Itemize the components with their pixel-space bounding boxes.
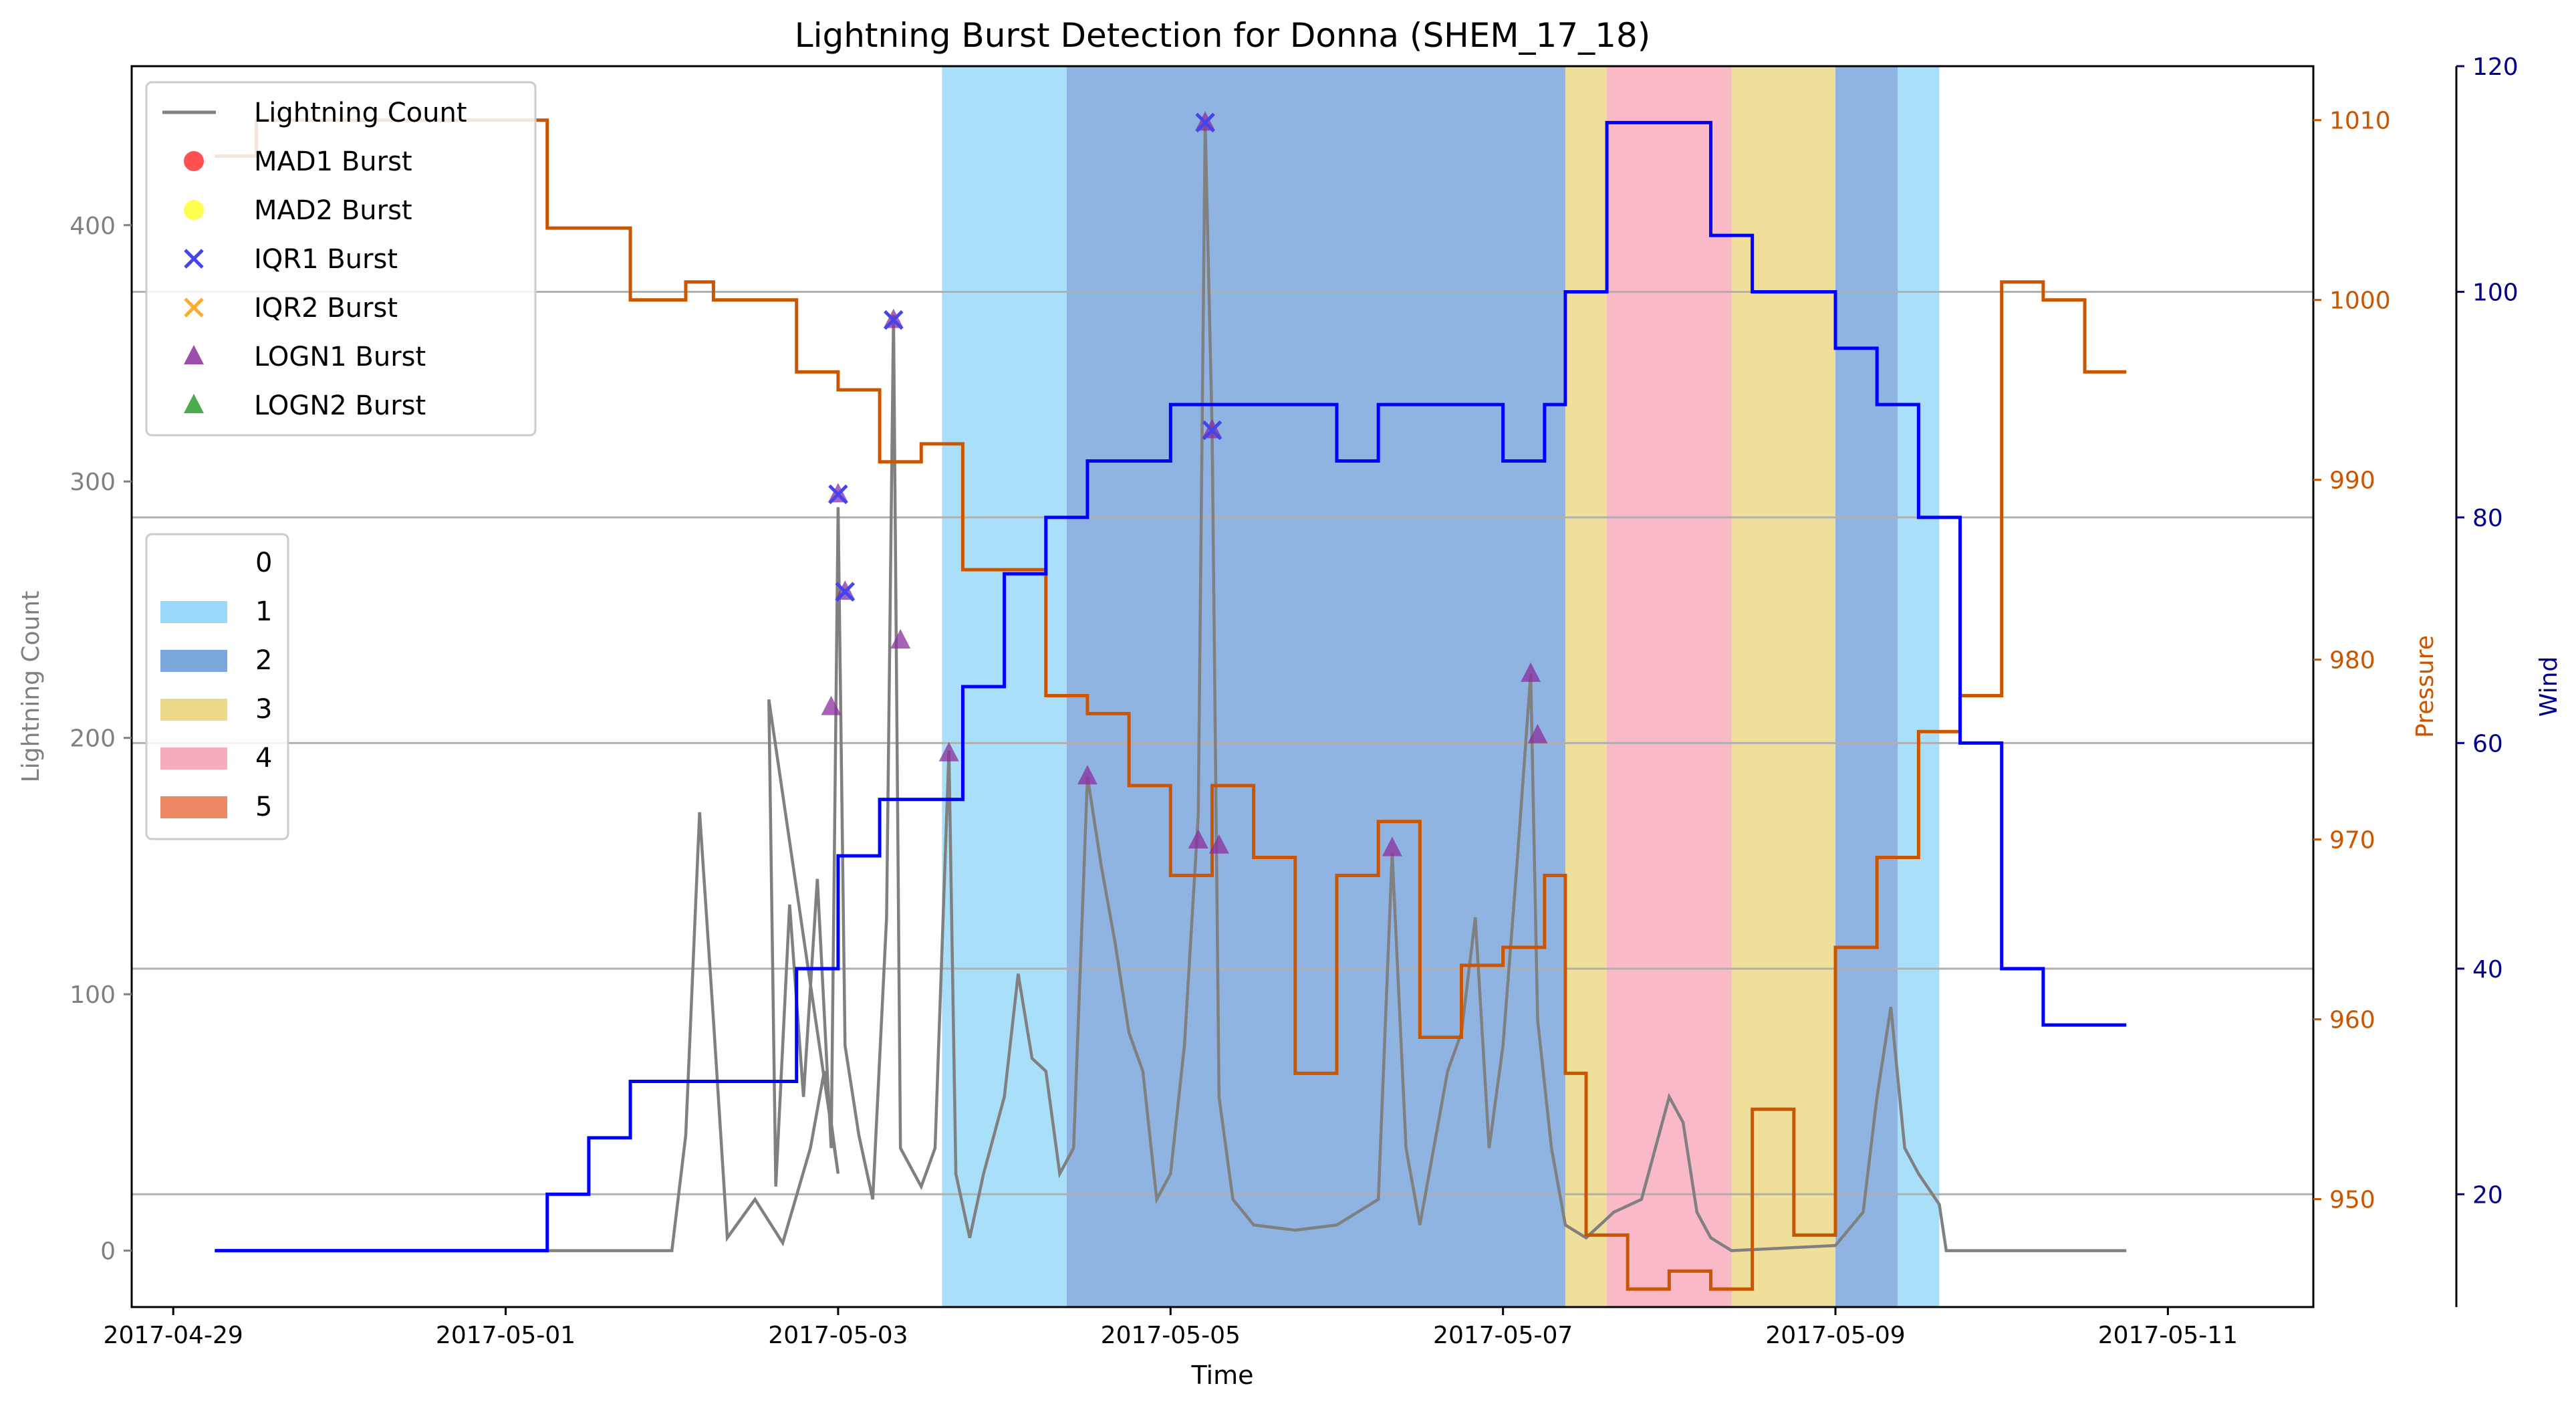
plot-frame <box>130 65 2315 1308</box>
y-wind-tick-label: 40 <box>2472 956 2503 983</box>
axes: 2017-04-29 2017-05-01 2017-05-03 2017-05-05… <box>70 53 2518 1349</box>
y-wind-tick-label: 100 <box>2472 279 2519 306</box>
logn1-burst-marker <box>938 741 959 761</box>
series-line-wind <box>215 120 2127 1253</box>
series-line-pressure <box>215 118 2127 1291</box>
legend-circle-swatch <box>184 200 204 220</box>
y-pressure-tick-label: 980 <box>2329 647 2375 675</box>
category-band-2 <box>1835 66 1898 1307</box>
y-wind-tick-label: 80 <box>2472 505 2503 532</box>
y-wind-tick-label: 60 <box>2472 730 2503 757</box>
legend-categories: 0 1 2 3 4 5 <box>145 533 289 840</box>
legend-category-label: 3 <box>255 694 272 725</box>
burst-markers <box>821 111 1548 856</box>
legend-bursts: Lightning Count MAD1 Burst MAD2 Burst IQR1 … <box>145 81 537 437</box>
iqr1-burst-marker <box>1195 112 1215 133</box>
logn1-burst-marker <box>1382 836 1402 856</box>
y-axis-pressure-label: Pressure <box>2412 635 2439 738</box>
legend-category-swatch <box>160 796 227 818</box>
legend-triangle-swatch <box>184 394 204 413</box>
category-band-3 <box>1731 66 1836 1307</box>
y-axis-wind-label: Wind <box>2535 657 2563 717</box>
iqr1-burst-marker <box>1202 420 1222 441</box>
category-band-4 <box>1607 66 1732 1307</box>
legend-label: LOGN1 Burst <box>254 342 426 372</box>
logn1-burst-marker <box>1077 765 1098 785</box>
legend-category-label: 1 <box>255 596 272 627</box>
legend-category-swatch <box>160 747 227 770</box>
x-tick-label: 2017-04-29 <box>104 1322 243 1349</box>
legend-circle-swatch <box>184 151 204 171</box>
legend-category-swatch <box>160 552 227 574</box>
logn1-burst-marker <box>1527 723 1548 743</box>
legend-category-swatch <box>160 650 227 672</box>
logn1-burst-marker <box>1521 662 1541 682</box>
x-axis-label: Time <box>1191 1361 1254 1390</box>
iqr1-burst-marker <box>828 484 848 505</box>
x-tick-label: 2017-05-05 <box>1101 1322 1241 1349</box>
y-pressure-tick-label: 960 <box>2329 1007 2375 1034</box>
legend-category-label: 4 <box>255 743 272 774</box>
legend-x-swatch <box>184 249 204 269</box>
legend-bursts-box <box>145 81 537 437</box>
legend-category-label: 5 <box>255 792 272 822</box>
legend-x-swatch <box>184 298 204 318</box>
legend-triangle-swatch <box>184 345 204 364</box>
x-tick-label: 2017-05-07 <box>1433 1322 1573 1349</box>
logn1-burst-marker <box>890 628 911 649</box>
y-axis-left-label: Lightning Count <box>17 591 45 783</box>
category-band-2 <box>1066 66 1565 1307</box>
y-wind-tick-label: 20 <box>2472 1181 2503 1209</box>
y-left-tick-label: 100 <box>70 981 116 1009</box>
y-wind-tick-label: 120 <box>2472 53 2519 81</box>
y-left-tick-label: 300 <box>70 469 116 496</box>
x-tick-label: 2017-05-03 <box>768 1322 908 1349</box>
legend-category-label: 0 <box>255 548 272 578</box>
x-tick-label: 2017-05-01 <box>436 1322 575 1349</box>
category-bands <box>942 66 1940 1307</box>
logn1-burst-marker <box>1188 829 1208 849</box>
legend-label: IQR1 Burst <box>254 244 398 275</box>
y-pressure-tick-label: 1010 <box>2329 108 2391 135</box>
legend-label: MAD2 Burst <box>254 195 412 226</box>
y-pressure-tick-label: 1000 <box>2329 287 2391 315</box>
logn1-burst-marker <box>1208 834 1229 854</box>
y-pressure-tick-label: 990 <box>2329 467 2375 495</box>
legend-category-swatch <box>160 699 227 721</box>
y-left-tick-label: 200 <box>70 725 116 753</box>
legend-label: LOGN2 Burst <box>254 390 426 421</box>
y-left-tick-label: 400 <box>70 213 116 240</box>
legend-label: Lightning Count <box>254 98 467 128</box>
category-band-1 <box>1898 66 1940 1307</box>
legend-category-label: 2 <box>255 645 272 676</box>
x-tick-label: 2017-05-11 <box>2098 1322 2238 1349</box>
legend-category-swatch <box>160 601 227 623</box>
chart-title: Lightning Burst Detection for Donna (SHE… <box>795 16 1651 55</box>
iqr1-burst-marker <box>835 582 856 602</box>
x-tick-label: 2017-05-09 <box>1765 1322 1905 1349</box>
legend-label: IQR2 Burst <box>254 293 398 324</box>
y-left-tick-label: 0 <box>100 1238 116 1266</box>
iqr1-burst-marker <box>884 310 904 330</box>
legend-label: MAD1 Burst <box>254 146 412 177</box>
y-pressure-tick-label: 950 <box>2329 1187 2375 1214</box>
y-pressure-tick-label: 970 <box>2329 827 2375 854</box>
logn1-burst-marker <box>821 695 842 715</box>
series-layer <box>215 118 2127 1291</box>
series-line-lightning-count <box>215 122 2127 1252</box>
